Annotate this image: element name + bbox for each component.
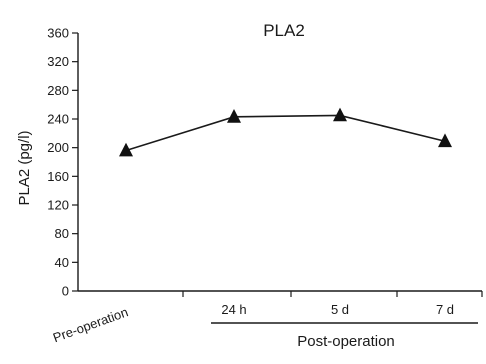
- post-operation-label: Post-operation: [297, 333, 395, 350]
- chart-title: PLA2: [263, 21, 305, 40]
- y-tick-label-120: 120: [47, 198, 69, 213]
- y-axis-ticks: 0 40 80 120 160 200 240 280 320 360: [47, 26, 78, 299]
- x-tick-label-pre-operation: Pre-operation: [51, 304, 130, 345]
- y-tick-label-160: 160: [47, 169, 69, 184]
- series-line-0: [125, 114, 446, 152]
- x-axis-ticks: Pre-operation 24 h 5 d 7 d: [51, 291, 483, 345]
- x-tick-label-5-d: 5 d: [331, 302, 349, 317]
- data-point-5-d: [333, 107, 347, 122]
- data-point-24-h: [227, 109, 241, 123]
- y-tick-label-40: 40: [55, 255, 69, 270]
- y-axis-label: PLA2 (pg/l): [16, 130, 33, 205]
- data-point-pre-operation: [119, 142, 133, 157]
- y-tick-label-240: 240: [47, 112, 69, 127]
- x-tick-label-24-h: 24 h: [221, 302, 246, 317]
- y-tick-label-80: 80: [55, 226, 69, 241]
- y-tick-label-200: 200: [47, 140, 69, 155]
- series-layer: [119, 107, 452, 157]
- x-tick-label-7-d: 7 d: [436, 302, 454, 317]
- y-tick-label-0: 0: [62, 284, 69, 299]
- y-tick-label-280: 280: [47, 83, 69, 98]
- y-tick-label-360: 360: [47, 26, 69, 41]
- data-point-7-d: [438, 133, 452, 148]
- y-tick-label-320: 320: [47, 54, 69, 69]
